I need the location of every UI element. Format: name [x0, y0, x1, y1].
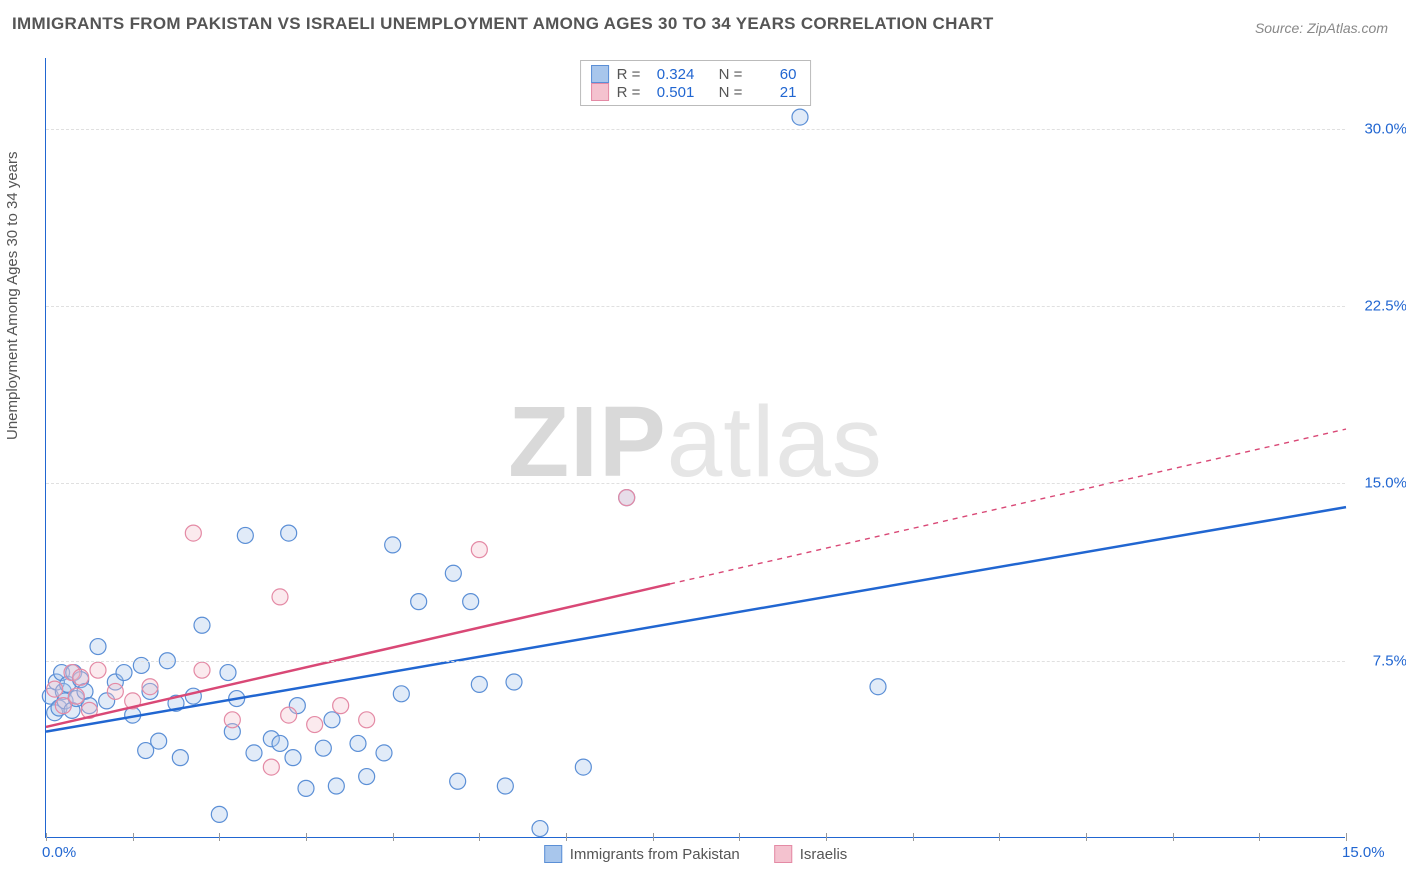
gridline [46, 483, 1345, 484]
x-tick-mark [479, 833, 480, 841]
data-point [263, 759, 279, 775]
data-point [385, 537, 401, 553]
legend-label-0: Immigrants from Pakistan [570, 846, 740, 863]
legend-label-1: Israelis [800, 846, 848, 863]
data-point [298, 780, 314, 796]
y-axis-label: Unemployment Among Ages 30 to 34 years [4, 151, 21, 440]
swatch-legend-1 [774, 845, 792, 863]
data-point [281, 707, 297, 723]
data-point [307, 717, 323, 733]
y-tick-label: 22.5% [1351, 298, 1406, 315]
data-point [506, 674, 522, 690]
swatch-legend-0 [544, 845, 562, 863]
source-attribution: Source: ZipAtlas.com [1255, 20, 1388, 36]
data-point [246, 745, 262, 761]
data-point [90, 662, 106, 678]
data-point [285, 750, 301, 766]
data-point [376, 745, 392, 761]
x-tick-mark [739, 833, 740, 841]
data-point [194, 662, 210, 678]
x-tick-mark [1259, 833, 1260, 841]
data-point [68, 688, 84, 704]
x-tick-mark [219, 833, 220, 841]
data-point [185, 525, 201, 541]
data-point [47, 681, 63, 697]
data-point [463, 594, 479, 610]
x-tick-mark [999, 833, 1000, 841]
x-tick-label: 15.0% [1342, 844, 1385, 861]
data-point [450, 773, 466, 789]
data-point [619, 490, 635, 506]
y-tick-label: 7.5% [1351, 652, 1406, 669]
data-point [359, 769, 375, 785]
data-point [471, 676, 487, 692]
data-point [870, 679, 886, 695]
data-point [471, 542, 487, 558]
data-point [315, 740, 331, 756]
x-tick-mark [46, 833, 47, 841]
legend-item-0: Immigrants from Pakistan [544, 845, 740, 863]
y-tick-label: 30.0% [1351, 120, 1406, 137]
data-point [151, 733, 167, 749]
data-point [194, 617, 210, 633]
gridline [46, 661, 1345, 662]
data-point [281, 525, 297, 541]
data-point [575, 759, 591, 775]
data-point [142, 679, 158, 695]
data-point [532, 821, 548, 837]
data-point [272, 589, 288, 605]
x-tick-mark [133, 833, 134, 841]
data-point [90, 639, 106, 655]
data-point [220, 665, 236, 681]
data-point [116, 665, 132, 681]
y-tick-label: 15.0% [1351, 475, 1406, 492]
data-point [445, 565, 461, 581]
data-point [411, 594, 427, 610]
data-point [324, 712, 340, 728]
x-tick-mark [1346, 833, 1347, 841]
chart-title: IMMIGRANTS FROM PAKISTAN VS ISRAELI UNEM… [12, 14, 994, 34]
trend-line-extrapolated [670, 429, 1346, 584]
data-point [328, 778, 344, 794]
legend-bottom: Immigrants from Pakistan Israelis [544, 845, 848, 863]
legend-item-1: Israelis [774, 845, 848, 863]
data-point [792, 109, 808, 125]
data-point [359, 712, 375, 728]
chart-svg [46, 58, 1345, 837]
data-point [172, 750, 188, 766]
data-point [211, 806, 227, 822]
x-tick-mark [913, 833, 914, 841]
x-tick-mark [1086, 833, 1087, 841]
x-tick-mark [1173, 833, 1174, 841]
data-point [333, 698, 349, 714]
data-point [350, 735, 366, 751]
data-point [185, 688, 201, 704]
x-tick-mark [653, 833, 654, 841]
data-point [73, 669, 89, 685]
data-point [497, 778, 513, 794]
x-tick-mark [826, 833, 827, 841]
gridline [46, 129, 1345, 130]
data-point [237, 527, 253, 543]
data-point [224, 712, 240, 728]
gridline [46, 306, 1345, 307]
x-tick-label: 0.0% [42, 844, 76, 861]
data-point [107, 683, 123, 699]
data-point [393, 686, 409, 702]
trend-line [46, 584, 670, 727]
x-tick-mark [566, 833, 567, 841]
data-point [272, 735, 288, 751]
x-tick-mark [393, 833, 394, 841]
plot-area: ZIPatlas R = 0.324 N = 60 R = 0.501 N = … [45, 58, 1345, 838]
x-tick-mark [306, 833, 307, 841]
